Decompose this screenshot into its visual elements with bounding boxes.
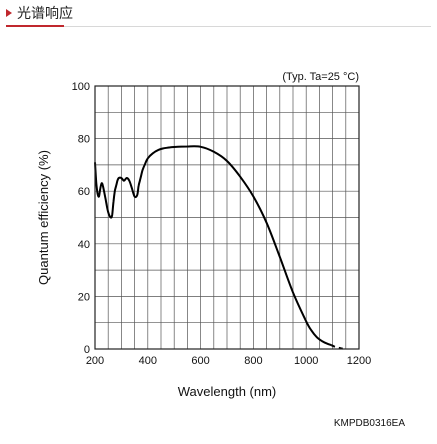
chart-series bbox=[94, 145, 346, 350]
x-tick-label: 1200 bbox=[347, 355, 371, 367]
x-tick-label: 1000 bbox=[294, 355, 318, 367]
y-tick-label: 40 bbox=[78, 239, 90, 251]
y-tick-label: 0 bbox=[84, 344, 90, 356]
plot-frame bbox=[94, 85, 360, 350]
x-tick-label: 200 bbox=[86, 355, 104, 367]
x-axis-label: Wavelength (nm) bbox=[178, 384, 277, 399]
figure-code: KMPDB0316EA bbox=[333, 418, 405, 429]
y-tick-label: 20 bbox=[78, 291, 90, 303]
section-divider bbox=[6, 26, 431, 27]
y-tick-label: 100 bbox=[72, 81, 90, 93]
x-tick-label: 600 bbox=[191, 355, 209, 367]
y-tick-label: 80 bbox=[78, 134, 90, 146]
conditions-annotation: (Typ. Ta=25 °C) bbox=[282, 71, 359, 83]
section-divider-accent bbox=[6, 25, 64, 27]
y-axis-label: Quantum efficiency (%) bbox=[36, 150, 51, 285]
qe-curve bbox=[94, 145, 332, 347]
x-tick-label: 800 bbox=[244, 355, 262, 367]
qe-curve-extrapolated bbox=[330, 344, 346, 350]
x-tick-label: 400 bbox=[139, 355, 157, 367]
chart-grid bbox=[95, 86, 359, 349]
section-title: 光谱响应 bbox=[17, 6, 73, 22]
tick-labels: 200 400 600 800 1000 1200 0 20 40 60 80 100 bbox=[72, 81, 372, 367]
section-header: 光谱响应 bbox=[6, 2, 73, 24]
triangle-marker-icon bbox=[6, 9, 12, 17]
y-tick-label: 60 bbox=[78, 186, 90, 198]
